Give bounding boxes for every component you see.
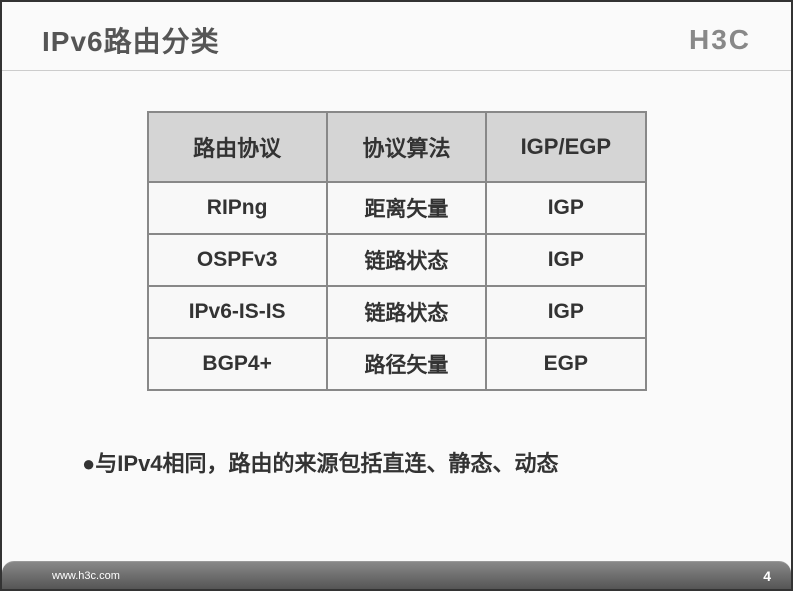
cell-protocol: RIPng	[148, 182, 327, 234]
routing-protocol-table: 路由协议 协议算法 IGP/EGP RIPng 距离矢量 IGP OSPFv3 …	[147, 111, 647, 391]
footer-url: www.h3c.com	[52, 570, 120, 582]
table-row: IPv6-IS-IS 链路状态 IGP	[148, 286, 646, 338]
slide-footer: www.h3c.com 4	[2, 561, 791, 589]
table-row: OSPFv3 链路状态 IGP	[148, 234, 646, 286]
cell-algorithm: 距离矢量	[327, 182, 486, 234]
slide-content: 路由协议 协议算法 IGP/EGP RIPng 距离矢量 IGP OSPFv3 …	[2, 71, 791, 478]
cell-type: IGP	[486, 234, 645, 286]
table-row: BGP4+ 路径矢量 EGP	[148, 338, 646, 390]
cell-type: EGP	[486, 338, 645, 390]
cell-protocol: OSPFv3	[148, 234, 327, 286]
bullet-text: ●与IPv4相同，路由的来源包括直连、静态、动态	[82, 446, 791, 478]
col-header-igpegp: IGP/EGP	[486, 112, 645, 182]
cell-type: IGP	[486, 286, 645, 338]
cell-type: IGP	[486, 182, 645, 234]
cell-algorithm: 路径矢量	[327, 338, 486, 390]
col-header-algorithm: 协议算法	[327, 112, 486, 182]
cell-protocol: IPv6-IS-IS	[148, 286, 327, 338]
col-header-protocol: 路由协议	[148, 112, 327, 182]
table-row: RIPng 距离矢量 IGP	[148, 182, 646, 234]
bullet-section: ●与IPv4相同，路由的来源包括直连、静态、动态	[2, 446, 791, 478]
brand-logo: H3C	[689, 24, 751, 56]
footer-page-number: 4	[763, 568, 771, 584]
cell-algorithm: 链路状态	[327, 286, 486, 338]
table-header-row: 路由协议 协议算法 IGP/EGP	[148, 112, 646, 182]
slide-container: IPv6路由分类 H3C 路由协议 协议算法 IGP/EGP RIPng 距离矢…	[2, 2, 791, 589]
slide-title: IPv6路由分类	[42, 20, 220, 60]
cell-algorithm: 链路状态	[327, 234, 486, 286]
cell-protocol: BGP4+	[148, 338, 327, 390]
slide-header: IPv6路由分类 H3C	[2, 2, 791, 71]
